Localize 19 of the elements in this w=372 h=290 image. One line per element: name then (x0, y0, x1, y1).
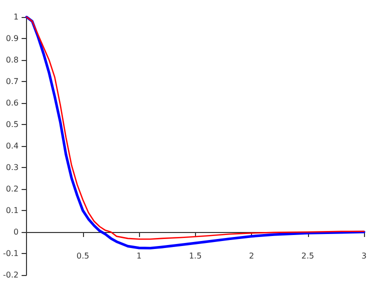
y-tick-label: 0 (14, 228, 19, 236)
y-tick-label: 1 (14, 12, 19, 22)
y-tick-label: 0.7 (6, 77, 19, 86)
y-tick-label: 0.8 (6, 56, 19, 64)
y-tick-label: -0.1 (3, 249, 19, 258)
y-tick-label: 0.2 (6, 184, 19, 194)
x-tick-label: 1.5 (188, 252, 202, 260)
y-tick-label: 0.3 (6, 163, 19, 172)
y-tick-label: 0.6 (6, 98, 19, 108)
y-tick-label: -0.2 (3, 270, 19, 280)
x-tick-label: 3 (361, 252, 367, 260)
x-tick-label: 2.5 (301, 252, 314, 260)
x-tick-label: 0.5 (76, 252, 90, 260)
x-tick-label: 1 (136, 252, 142, 260)
y-tick-label: 0.9 (6, 34, 19, 43)
x-tick-label: 2 (248, 252, 254, 260)
y-tick-label: 0.1 (6, 206, 19, 215)
y-tick-label: 0.5 (6, 120, 19, 129)
y-tick-label: 0.4 (6, 142, 19, 150)
